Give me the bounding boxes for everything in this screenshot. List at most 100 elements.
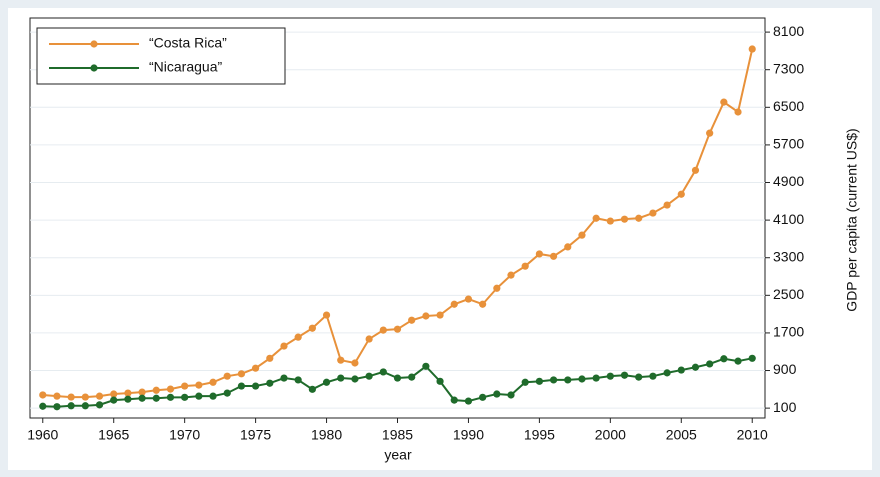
point (181, 393, 189, 401)
point (507, 391, 515, 399)
point (124, 395, 132, 403)
point (677, 366, 685, 374)
point (294, 376, 302, 384)
point (535, 250, 543, 258)
point (252, 382, 260, 390)
point (635, 214, 643, 222)
point (365, 335, 373, 343)
x-tick-label: 2010 (737, 427, 768, 443)
point (450, 300, 458, 308)
x-tick-label: 1980 (311, 427, 342, 443)
point (365, 372, 373, 380)
point (166, 385, 175, 393)
point (691, 363, 700, 371)
point (393, 325, 402, 333)
point (152, 394, 160, 402)
point (379, 368, 387, 376)
point (351, 375, 359, 383)
point (53, 403, 61, 411)
point (152, 386, 160, 394)
point (95, 392, 104, 400)
point (649, 209, 657, 217)
point (393, 374, 402, 382)
point (408, 373, 416, 381)
point (734, 357, 742, 365)
point (436, 377, 444, 385)
point (223, 372, 231, 380)
point (450, 396, 458, 404)
point (408, 316, 416, 324)
y-tick-label: 4100 (773, 211, 804, 227)
point (322, 311, 331, 319)
point (110, 390, 118, 398)
x-tick-label: 1970 (169, 427, 200, 443)
x-tick-label: 2000 (595, 427, 626, 443)
y-tick-label: 4900 (773, 173, 804, 189)
y-tick-label: 7300 (773, 60, 804, 76)
point (720, 355, 728, 363)
point (663, 369, 671, 377)
x-tick-label: 2005 (666, 427, 697, 443)
x-axis-label: year (384, 447, 412, 463)
point (308, 324, 316, 332)
point (649, 372, 657, 380)
y-tick-label: 2500 (773, 286, 804, 302)
point (691, 166, 700, 174)
point (592, 374, 600, 382)
point (493, 284, 501, 292)
point (124, 389, 132, 397)
point (507, 271, 515, 279)
point (280, 342, 288, 350)
point (620, 371, 629, 379)
x-tick-label: 1995 (524, 427, 555, 443)
y-tick-label: 6500 (773, 98, 804, 114)
point (422, 362, 430, 370)
point (181, 382, 189, 390)
point (578, 375, 586, 383)
point (67, 393, 75, 401)
point (252, 364, 260, 372)
point (549, 252, 558, 260)
point (748, 354, 756, 362)
point (620, 215, 629, 223)
y-tick-label: 100 (773, 399, 797, 415)
point (308, 385, 316, 393)
x-tick-label: 1965 (98, 427, 129, 443)
x-tick-label: 1990 (453, 427, 484, 443)
point (39, 402, 47, 410)
point (81, 402, 89, 410)
point (266, 379, 274, 387)
point (564, 376, 572, 384)
point (294, 333, 302, 341)
point (464, 397, 473, 405)
point (479, 300, 487, 308)
point (422, 312, 430, 320)
x-tick-label: 1960 (27, 427, 58, 443)
point (635, 373, 643, 381)
point (39, 391, 47, 399)
legend-marker (90, 40, 98, 48)
point (266, 354, 274, 362)
y-tick-label: 1700 (773, 324, 804, 340)
point (606, 372, 614, 380)
legend-label: “Nicaragua” (149, 59, 222, 75)
point (549, 376, 558, 384)
point (521, 378, 529, 386)
point (166, 393, 175, 401)
point (606, 217, 614, 225)
y-tick-label: 8100 (773, 23, 804, 39)
point (748, 45, 756, 53)
point (337, 356, 345, 364)
y-tick-label: 5700 (773, 136, 804, 152)
point (535, 377, 543, 385)
point (138, 388, 146, 396)
y-axis-label: GDP per capita (current US$) (844, 128, 860, 311)
y-tick-label: 3300 (773, 248, 804, 264)
point (521, 262, 529, 270)
point (663, 201, 671, 209)
point (379, 326, 387, 334)
point (720, 98, 728, 106)
legend-label: “Costa Rica” (149, 35, 227, 51)
point (734, 108, 742, 116)
